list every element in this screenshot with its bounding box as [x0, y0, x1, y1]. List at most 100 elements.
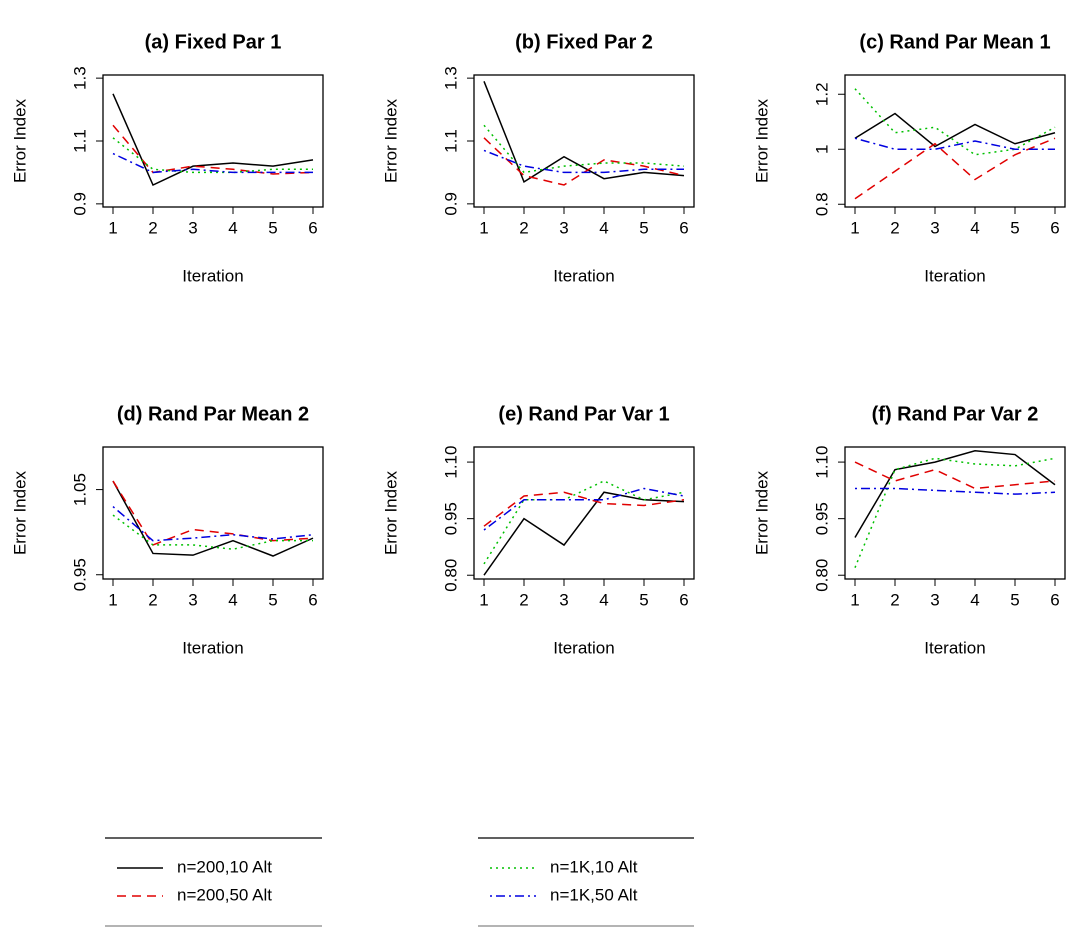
series-line [483, 480, 685, 565]
x-axis-label: Iteration [553, 266, 614, 285]
x-tick-label: 3 [559, 590, 568, 609]
series-line [483, 487, 685, 531]
x-axis-label: Iteration [924, 266, 985, 285]
x-tick-label: 3 [188, 590, 197, 609]
series-line [854, 88, 1056, 156]
x-tick-label: 5 [268, 590, 277, 609]
x-tick-label: 6 [1050, 218, 1059, 237]
y-tick-label: 1 [812, 145, 831, 154]
x-tick-label: 6 [308, 218, 317, 237]
x-tick-label: 2 [148, 590, 157, 609]
y-tick-label: 0.8 [812, 192, 831, 216]
x-tick-label: 5 [639, 218, 648, 237]
plot-frame [844, 74, 1066, 208]
y-axis-label: Error Index [10, 98, 29, 183]
x-tick-label: 2 [519, 590, 528, 609]
x-tick-label: 3 [930, 590, 939, 609]
chart-title: (d) Rand Par Mean 2 [117, 403, 309, 425]
series-line [854, 461, 1056, 490]
x-tick-label: 4 [228, 590, 237, 609]
series-line [483, 124, 685, 174]
x-tick-label: 6 [1050, 590, 1059, 609]
series-line [112, 480, 314, 557]
y-tick-label: 0.9 [441, 192, 460, 216]
x-tick-label: 4 [599, 218, 608, 237]
x-tick-label: 2 [890, 218, 899, 237]
series-line [112, 152, 313, 174]
x-tick-label: 2 [148, 218, 157, 237]
x-tick-label: 2 [890, 590, 899, 609]
legend-label: n=1K,50 Alt [550, 885, 638, 904]
x-tick-label: 6 [308, 590, 317, 609]
plot-frame [102, 74, 324, 208]
y-tick-label: 0.95 [812, 502, 831, 535]
series-line [854, 137, 1055, 150]
x-tick-label: 5 [268, 218, 277, 237]
x-tick-label: 1 [850, 218, 859, 237]
chart-title: (a) Fixed Par 1 [145, 31, 282, 53]
chart-title: (e) Rand Par Var 1 [498, 403, 669, 425]
legend-label: n=200,50 Alt [177, 885, 272, 904]
x-axis-label: Iteration [553, 638, 614, 657]
y-tick-label: 0.9 [70, 192, 89, 216]
chart-title: (b) Fixed Par 2 [515, 31, 653, 53]
y-tick-label: 0.95 [70, 558, 89, 591]
series-line [112, 93, 314, 187]
x-tick-label: 6 [679, 590, 688, 609]
series-line [855, 487, 1056, 495]
x-tick-label: 1 [850, 590, 859, 609]
plot-frame [102, 446, 324, 580]
y-tick-label: 0.95 [441, 502, 460, 535]
series-line [112, 124, 314, 175]
y-tick-label: 1.2 [812, 82, 831, 106]
y-axis-label: Error Index [752, 470, 771, 555]
x-tick-label: 3 [930, 218, 939, 237]
y-axis-label: Error Index [10, 470, 29, 555]
y-tick-label: 0.80 [812, 559, 831, 592]
x-tick-label: 4 [970, 590, 979, 609]
y-tick-label: 0.80 [441, 559, 460, 592]
x-tick-label: 5 [1010, 590, 1019, 609]
series-line [483, 149, 684, 174]
y-axis-label: Error Index [381, 98, 400, 183]
y-tick-label: 1.10 [441, 446, 460, 479]
x-tick-label: 1 [108, 590, 117, 609]
x-tick-label: 4 [599, 590, 608, 609]
legend-label: n=1K,10 Alt [550, 857, 638, 876]
x-tick-label: 3 [188, 218, 197, 237]
plot-frame [844, 446, 1066, 580]
x-tick-label: 6 [679, 218, 688, 237]
x-tick-label: 3 [559, 218, 568, 237]
chart-title: (c) Rand Par Mean 1 [859, 31, 1050, 53]
x-tick-label: 5 [1010, 218, 1019, 237]
series-line [483, 491, 685, 527]
y-tick-label: 1.1 [70, 129, 89, 153]
series-line [483, 491, 685, 576]
series-line [854, 450, 1056, 538]
series-line [112, 506, 314, 542]
x-tick-label: 2 [519, 218, 528, 237]
series-line [112, 137, 313, 174]
y-tick-label: 1.05 [70, 473, 89, 506]
y-tick-label: 1.3 [70, 66, 89, 90]
series-line [854, 457, 1056, 568]
y-axis-label: Error Index [752, 98, 771, 183]
series-line [483, 81, 685, 183]
y-tick-label: 1.3 [441, 66, 460, 90]
x-tick-label: 4 [970, 218, 979, 237]
series-line [483, 137, 685, 186]
x-tick-label: 1 [479, 590, 488, 609]
x-tick-label: 1 [108, 218, 117, 237]
x-axis-label: Iteration [182, 638, 243, 657]
legend-label: n=200,10 Alt [177, 857, 272, 876]
x-tick-label: 4 [228, 218, 237, 237]
x-tick-label: 1 [479, 218, 488, 237]
series-line [112, 514, 313, 550]
series-line [112, 480, 314, 546]
x-axis-label: Iteration [924, 638, 985, 657]
y-tick-label: 1.1 [441, 129, 460, 153]
plot-frame [473, 446, 695, 580]
y-axis-label: Error Index [381, 470, 400, 555]
x-tick-label: 5 [639, 590, 648, 609]
